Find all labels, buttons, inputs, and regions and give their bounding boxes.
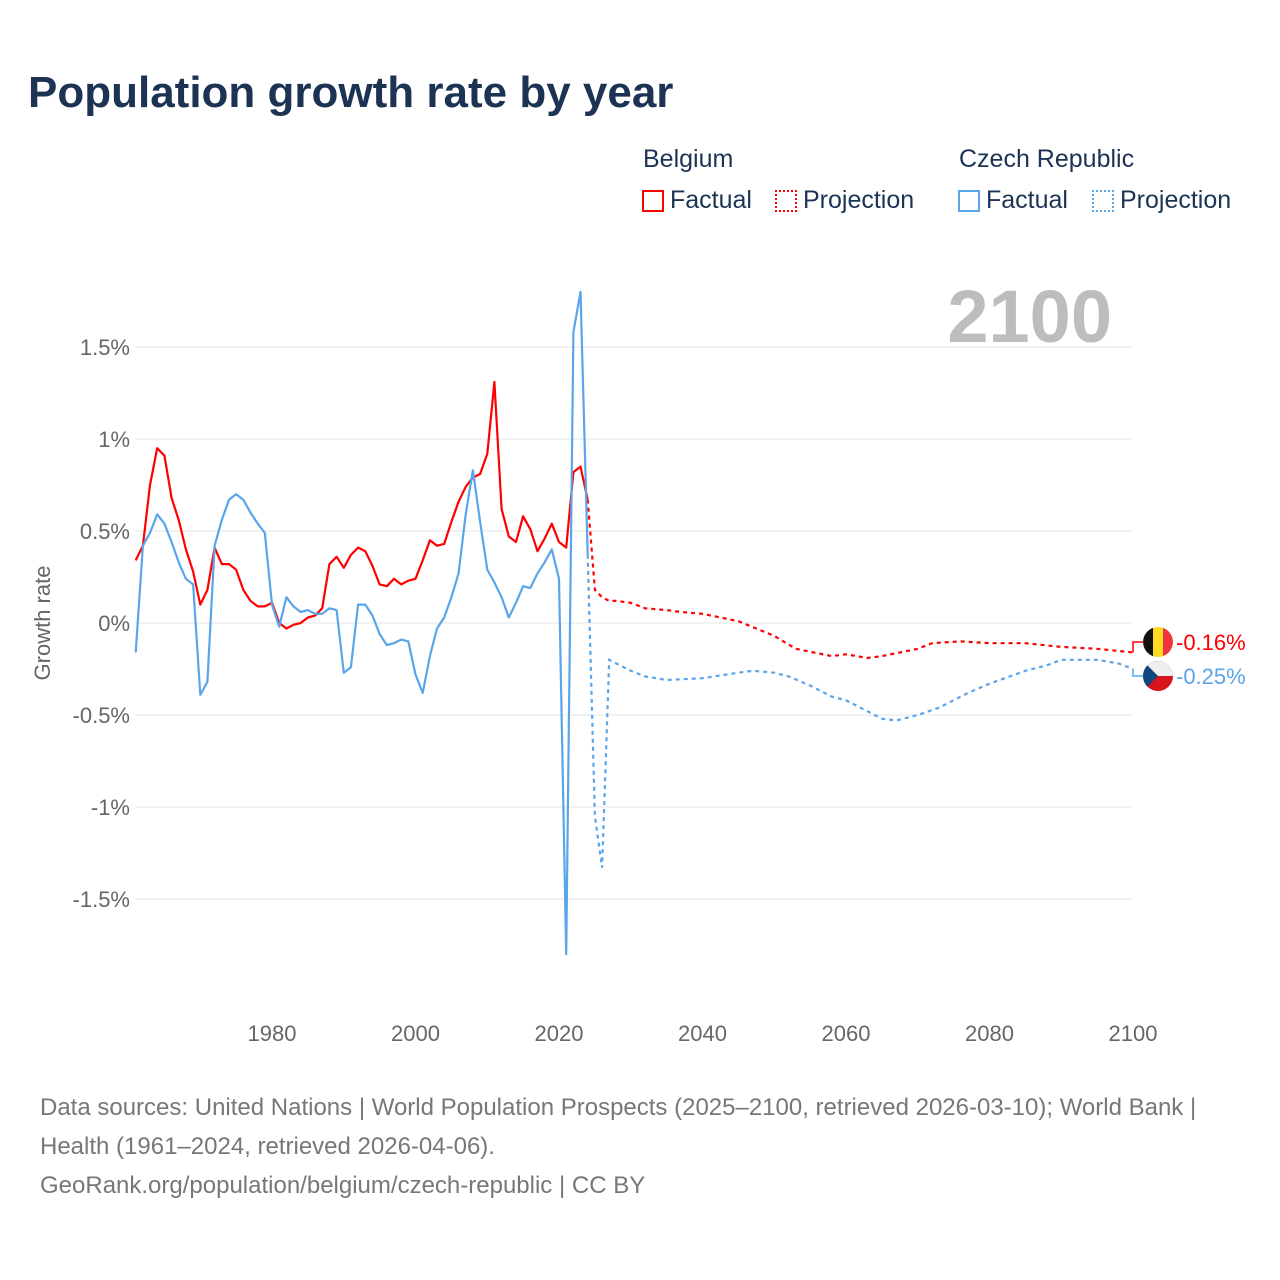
legend-group-belgium: Belgium (643, 145, 734, 173)
dotted-swatch-icon (1092, 189, 1114, 212)
y-tick-label: 1.5% (80, 335, 130, 360)
data-sources: Data sources: United Nations | World Pop… (40, 1094, 1197, 1160)
legend-label: Factual (986, 186, 1068, 214)
legend-czech-projection[interactable]: Projection (1092, 186, 1231, 215)
solid-swatch-icon (958, 189, 980, 212)
legend-label: Factual (670, 186, 752, 214)
x-tick-label: 2000 (391, 1021, 440, 1046)
year-label: 2100 (947, 275, 1112, 358)
x-tick-label: 2020 (535, 1021, 584, 1046)
y-tick-label: -1% (91, 795, 130, 820)
y-tick-label: 1% (98, 427, 130, 452)
legend-group-czech: Czech Republic (959, 145, 1135, 173)
x-tick-label: 2100 (1109, 1021, 1158, 1046)
x-tick-label: 2080 (965, 1021, 1014, 1046)
attribution-link[interactable]: GeoRank.org/population/belgium/czech-rep… (40, 1172, 646, 1199)
end-value-label: -0.16% (1176, 630, 1246, 655)
x-tick-label: 2040 (678, 1021, 727, 1046)
y-tick-label: -1.5% (73, 887, 130, 912)
legend-label: Projection (1120, 186, 1232, 214)
chart-title: Population growth rate by year (28, 68, 674, 117)
flag-stripe (1163, 627, 1173, 657)
end-value-label: -0.25% (1176, 664, 1246, 689)
factual-line-0 (134, 380, 589, 630)
dotted-swatch-icon (775, 189, 797, 212)
factual-line-1 (134, 290, 589, 956)
x-tick-label: 2060 (822, 1021, 871, 1046)
legend-belgium-projection[interactable]: Projection (775, 186, 914, 215)
label-connector (1132, 669, 1143, 677)
label-connector (1132, 641, 1143, 653)
footer: Data sources: United Nations | World Pop… (40, 1088, 1240, 1205)
legend-czech-factual[interactable]: Factual (958, 186, 1068, 215)
y-tick-label: 0.5% (80, 519, 130, 544)
legend-belgium-factual[interactable]: Factual (642, 186, 752, 215)
y-tick-label: -0.5% (73, 703, 130, 728)
projection-line-1 (586, 554, 1134, 868)
flag-stripe (1143, 665, 1158, 687)
legend-label: Projection (803, 186, 915, 214)
solid-swatch-icon (642, 189, 664, 212)
y-tick-label: 0% (98, 611, 130, 636)
x-tick-label: 1980 (248, 1021, 297, 1046)
projection-line-0 (586, 499, 1134, 660)
y-axis-label: Growth rate (30, 566, 55, 681)
flag-stripe (1143, 627, 1153, 657)
